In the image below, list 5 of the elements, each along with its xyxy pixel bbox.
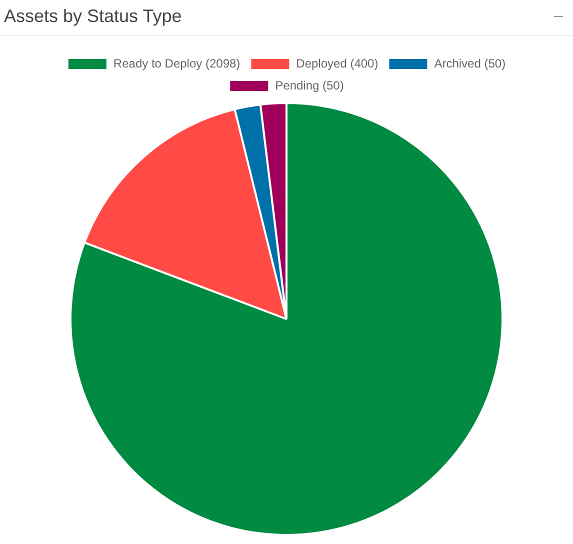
- chart-title: Assets by Status Type: [4, 6, 182, 27]
- legend-label: Pending (50): [275, 78, 344, 92]
- legend-label: Archived (50): [434, 56, 506, 70]
- legend-label: Deployed (400): [296, 56, 378, 70]
- legend-label: Ready to Deploy (2098): [113, 56, 240, 70]
